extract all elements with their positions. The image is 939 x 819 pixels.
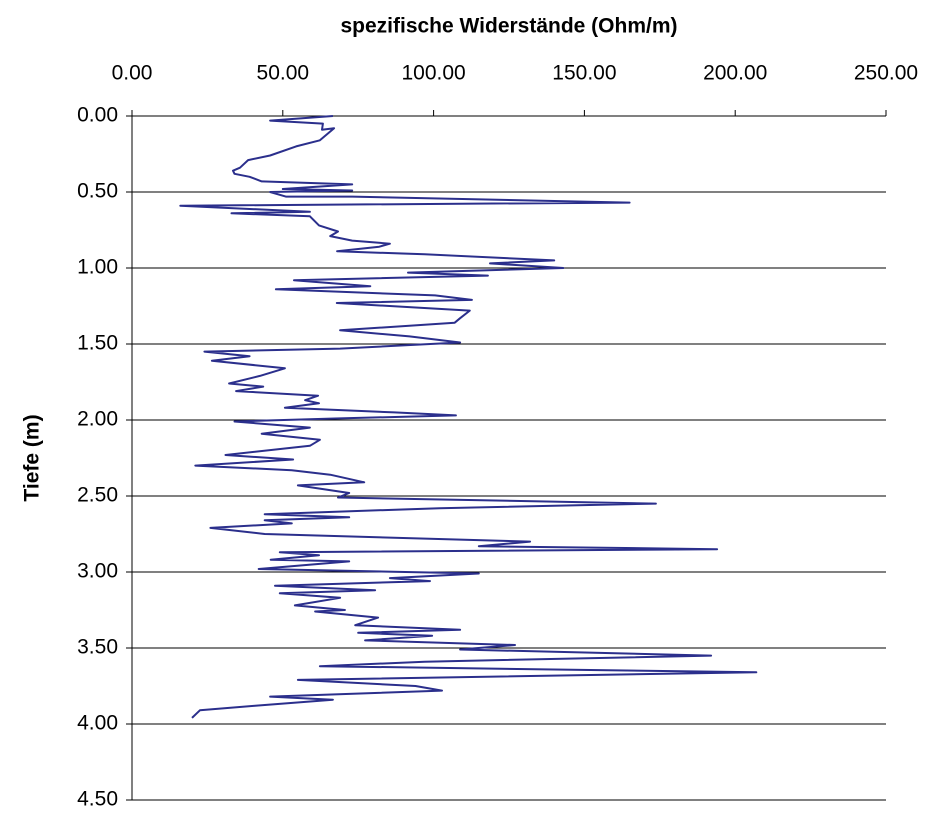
y-tick-label: 4.50 [77, 788, 118, 811]
y-tick-label: 0.00 [77, 104, 118, 127]
y-tick-label: 4.00 [77, 712, 118, 735]
data-line [179, 115, 758, 719]
y-tick-label: 3.50 [77, 636, 118, 659]
x-tick-label: 150.00 [552, 62, 616, 85]
chart-title: spezifische Widerstände (Ohm/m) [340, 15, 677, 38]
y-tick-label: 2.00 [77, 408, 118, 431]
x-tick-label: 50.00 [257, 62, 310, 85]
y-tick-label: 2.50 [77, 484, 118, 507]
y-tick-label: 0.50 [77, 180, 118, 203]
y-tick-label: 3.00 [77, 560, 118, 583]
y-tick-label: 1.00 [77, 256, 118, 279]
x-tick-label: 200.00 [703, 62, 767, 85]
y-axis-label: Tiefe (m) [21, 414, 44, 501]
y-tick-label: 1.50 [77, 332, 118, 355]
x-tick-label: 0.00 [112, 62, 153, 85]
x-tick-label: 250.00 [854, 62, 918, 85]
x-tick-label: 100.00 [401, 62, 465, 85]
